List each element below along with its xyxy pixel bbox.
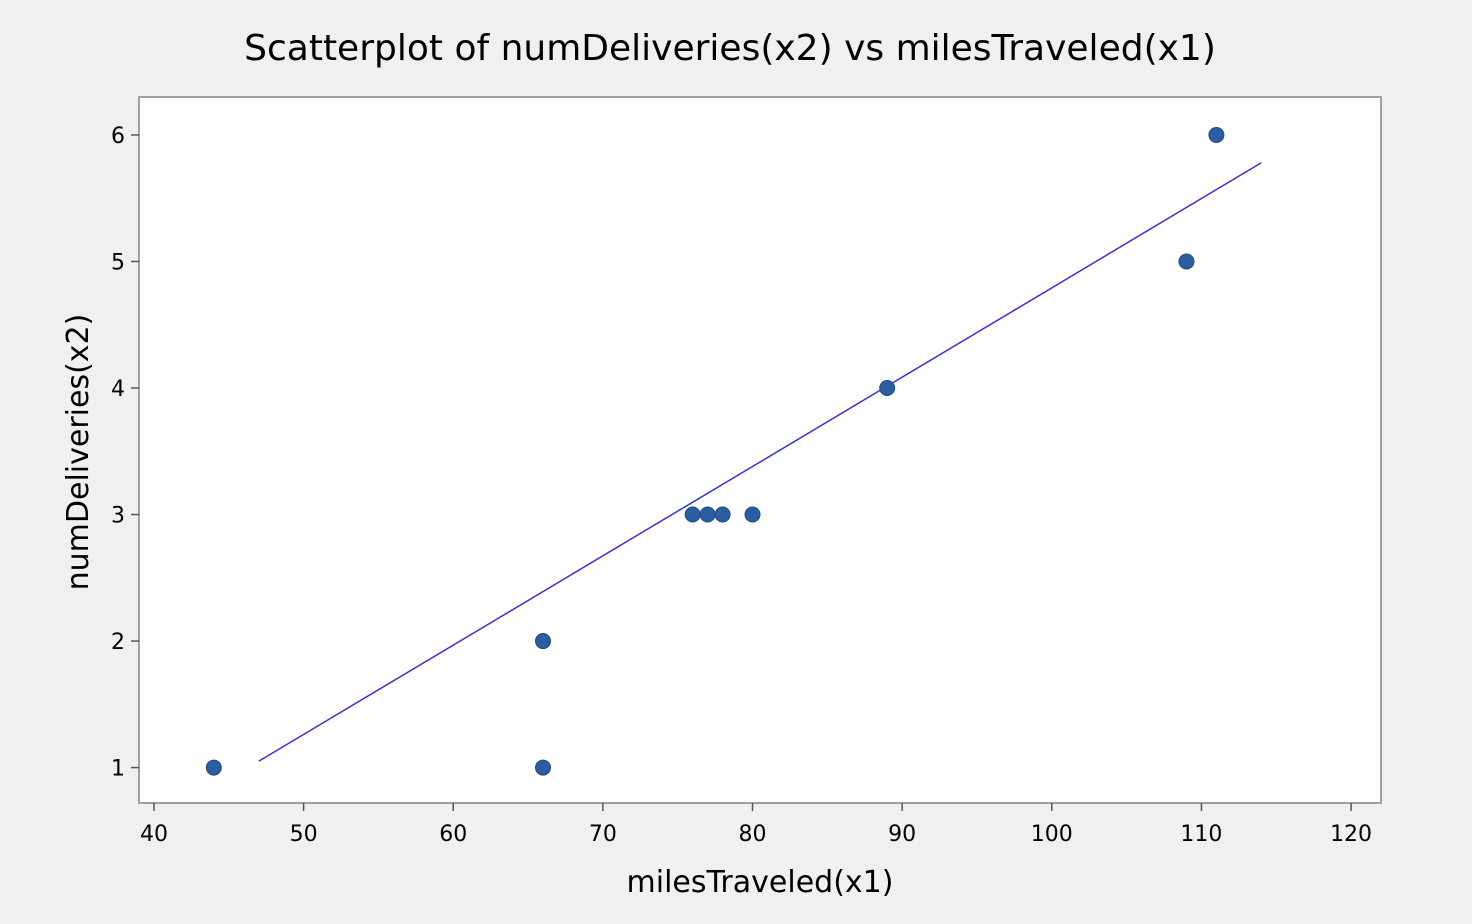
data-point [1178, 253, 1195, 270]
data-point [684, 506, 701, 523]
x-tick-label: 50 [290, 822, 318, 847]
data-point [714, 506, 731, 523]
x-tick-label: 110 [1180, 822, 1222, 847]
data-point [1208, 126, 1225, 143]
x-tick-label: 60 [439, 822, 467, 847]
x-tick-label: 90 [888, 822, 916, 847]
x-tick-label: 80 [739, 822, 767, 847]
y-tick-label: 3 [111, 504, 125, 529]
y-tick-label: 1 [111, 757, 125, 782]
y-tick-label: 4 [111, 377, 125, 402]
x-tick-label: 70 [589, 822, 617, 847]
data-point [535, 633, 552, 650]
x-tick-label: 120 [1330, 822, 1372, 847]
data-point [535, 759, 552, 776]
data-point [879, 380, 896, 397]
x-axis-label: milesTraveled(x1) [627, 865, 894, 900]
x-tick-label: 100 [1031, 822, 1073, 847]
y-tick-label: 2 [111, 630, 125, 655]
y-tick-label: 6 [111, 124, 125, 149]
data-point [744, 506, 761, 523]
data-point [205, 759, 222, 776]
data-point [699, 506, 716, 523]
y-axis-label: numDeliveries(x2) [61, 314, 96, 591]
x-tick-label: 40 [140, 822, 168, 847]
y-axis: 1 2 3 4 5 6 [111, 124, 139, 782]
y-tick-label: 5 [111, 250, 125, 275]
regression-line [258, 162, 1262, 762]
data-points [205, 126, 1225, 776]
chart-title: Scatterplot of numDeliveries(x2) vs mile… [244, 28, 1216, 69]
x-axis: 40 50 60 70 80 90 100 110 120 [140, 803, 1372, 847]
fit-line-layer [258, 162, 1262, 762]
